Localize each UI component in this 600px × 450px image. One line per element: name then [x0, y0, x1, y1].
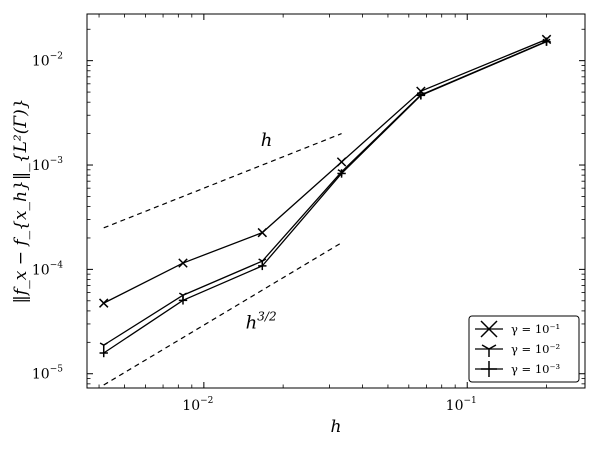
series-3-point — [99, 348, 108, 358]
y-axis-label: ‖f_x − f_{x_h}‖_{L²(Γ)} — [11, 98, 31, 303]
reference-label-2: h3/2 — [246, 310, 277, 334]
series-1-point — [178, 258, 188, 268]
legend-label: γ = 10⁻³ — [511, 362, 561, 376]
series-group — [98, 34, 552, 358]
series-1-point — [336, 157, 347, 167]
series-3-point — [416, 91, 426, 100]
series-line-3 — [103, 41, 547, 354]
series-3-point — [542, 37, 551, 46]
reference-line-2 — [103, 242, 342, 386]
legend: γ = 10⁻¹ γ = 10⁻² γ = 10⁻³ — [468, 315, 580, 383]
legend-box — [468, 315, 580, 383]
legend-label: γ = 10⁻¹ — [511, 322, 560, 336]
series-1-point — [98, 298, 109, 308]
x-axis-label: h — [331, 417, 342, 437]
legend-marker — [480, 320, 498, 338]
x-tick-label: 10−1 — [446, 396, 477, 414]
legend-marker — [481, 344, 497, 357]
legend-marker — [481, 361, 497, 377]
y-tick-label: 10−3 — [32, 156, 63, 174]
legend-entry-2: γ = 10⁻² — [475, 342, 560, 357]
legend-entry-1: γ = 10⁻¹ — [475, 320, 560, 338]
series-1-point — [257, 227, 268, 238]
legend-entry-3: γ = 10⁻³ — [475, 361, 561, 377]
reference-lines: h h3/2 — [103, 130, 342, 386]
series-line-1 — [103, 38, 547, 304]
axis-labels: h ‖f_x − f_{x_h}‖_{L²(Γ)} — [11, 98, 341, 437]
reference-line-1 — [103, 133, 342, 229]
y-tick-label: 10−4 — [32, 260, 63, 278]
y-tick-label: 10−5 — [32, 365, 63, 383]
series-2-point — [99, 342, 108, 350]
legend-label: γ = 10⁻² — [511, 342, 560, 356]
y-tick-label: 10−2 — [32, 52, 63, 70]
x-tick-label: 10−2 — [182, 396, 213, 414]
axis-ticks — [87, 14, 585, 388]
series-3-point — [178, 296, 188, 305]
plot-frame — [86, 13, 586, 389]
series-3-point — [258, 261, 267, 271]
series-3-point — [337, 169, 346, 178]
reference-label-1: h — [261, 130, 273, 151]
